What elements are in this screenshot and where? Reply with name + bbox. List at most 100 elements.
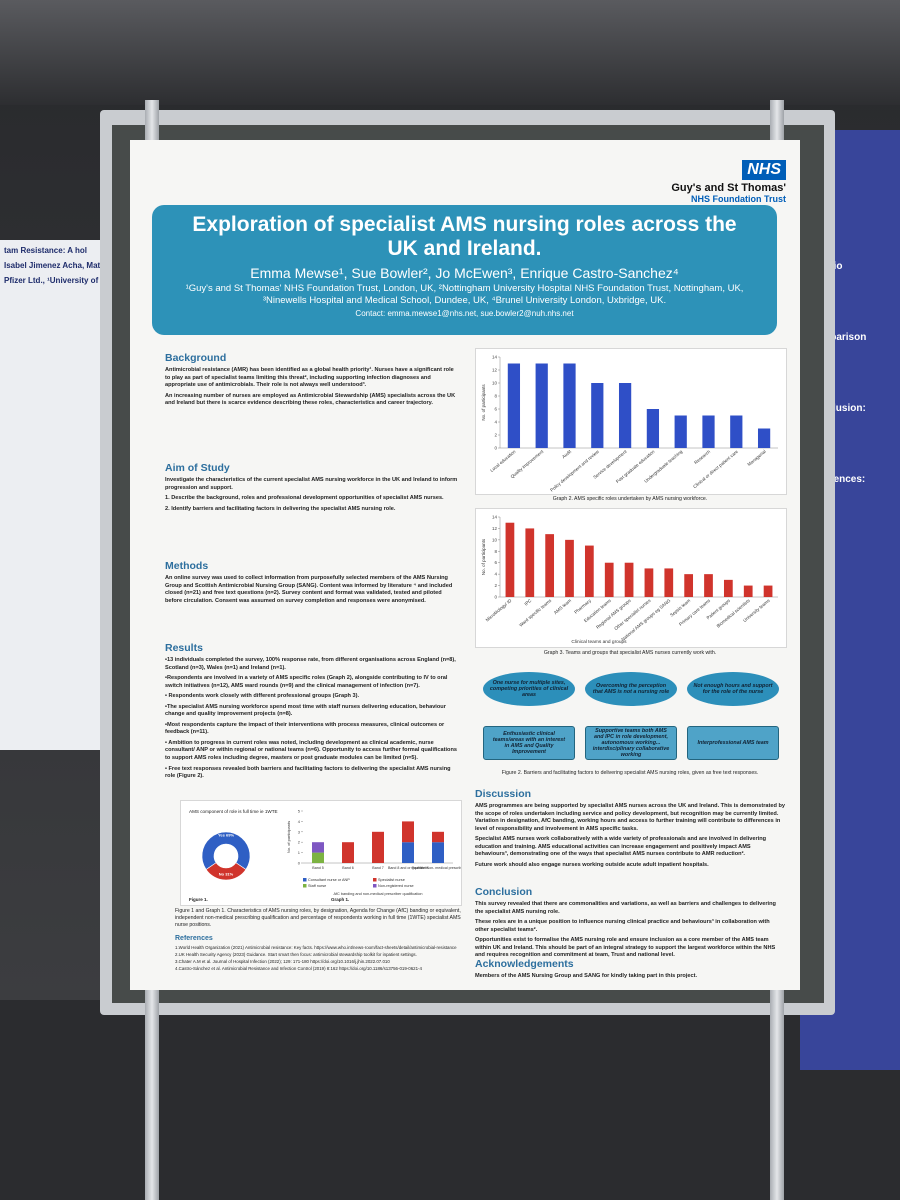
- y-tick-label: 0: [494, 595, 497, 600]
- facilitator-box: Enthusiastic clinical teams/areas with a…: [483, 726, 575, 760]
- bar: [618, 383, 632, 448]
- y-tick-label: 2: [494, 433, 497, 438]
- section: Acknowledgements Members of the AMS Nursi…: [475, 958, 785, 988]
- bar-segment: [342, 842, 354, 863]
- x-tick-label: Biomedical scientists: [716, 597, 752, 628]
- bar: [591, 383, 604, 448]
- paragraph: • Respondents work closely with differen…: [165, 693, 360, 700]
- poster: NHS Guy's and St Thomas' NHS Foundation …: [130, 140, 800, 990]
- y-axis-label: No. of participants: [481, 384, 486, 421]
- y-tick-label: 4: [494, 572, 497, 577]
- y-tick-label: 2: [298, 840, 301, 845]
- bar: [757, 428, 771, 448]
- section-heading: Methods: [165, 560, 209, 572]
- bar: [674, 415, 687, 448]
- section-heading: Background: [165, 352, 227, 364]
- x-tick-label: AMS team: [553, 598, 572, 615]
- authors: Emma Mewse¹, Sue Bowler², Jo McEwen³, En…: [250, 265, 679, 282]
- y-tick-label: 8: [494, 549, 497, 554]
- logo-mark: NHS: [742, 160, 786, 180]
- paragraph: An online survey was used to collect inf…: [165, 575, 453, 604]
- bar: [505, 522, 515, 597]
- y-tick-label: 8: [494, 394, 497, 399]
- x-tick-label: Band 8 and or equivalent: [388, 866, 428, 870]
- paragraph: An increasing number of nurses are emplo…: [165, 392, 456, 407]
- x-axis-label: Clinical teams and groups: [571, 639, 627, 645]
- bar: [604, 562, 614, 597]
- y-tick-label: 4: [494, 420, 497, 425]
- section-heading: Aim of Study: [165, 462, 230, 474]
- paragraph: Future work should also engage nurses wo…: [475, 861, 709, 868]
- slice-label: No 31%: [219, 872, 234, 877]
- nhs-logo: NHS Guy's and St Thomas' NHS Foundation …: [671, 160, 786, 204]
- section: Methods An online survey was used to coll…: [165, 560, 460, 640]
- barrier-bubble: Not enough hours and support for the rol…: [687, 672, 779, 706]
- y-tick-label: 14: [492, 355, 498, 360]
- y-axis-label: No. of participants: [481, 538, 486, 575]
- bar-segment: [402, 842, 414, 863]
- bar-chart: 0 2 4 6 8 10 12 14 No. of participants Local educ…: [481, 355, 778, 493]
- section-heading: References: [175, 935, 213, 942]
- y-tick-label: 1: [298, 850, 301, 855]
- x-tick-label: Regional AMS groups: [595, 597, 632, 629]
- bar-segment: [372, 831, 384, 863]
- legend-label: Specialist nurse: [378, 878, 405, 882]
- x-tick-label: Policy development and review: [549, 448, 600, 492]
- paragraph: •13 individuals completed the survey, 10…: [165, 657, 456, 671]
- legend-swatch: [373, 878, 377, 882]
- bar: [507, 363, 521, 448]
- paragraph: This survey revealed that there are comm…: [475, 901, 776, 915]
- neighbor-text: Pfizer Ltd., ¹University of Manchester: [4, 276, 115, 285]
- paragraph: 1. Describe the background, roles and pr…: [165, 495, 444, 502]
- logo-name: Guy's and St Thomas': [671, 182, 786, 194]
- x-tick-label: Local education: [489, 449, 517, 473]
- x-tick-label: IPC: [523, 597, 533, 606]
- graph-label: Graph 1.: [331, 897, 349, 902]
- bar: [702, 415, 715, 448]
- bar-segment: [432, 831, 444, 843]
- graph-box: 0 2 4 6 8 10 12 14 No. of participants Local educ…: [475, 348, 787, 495]
- reference: 4.Castro-Sánchez et al. Antimicrobial Re…: [175, 965, 422, 971]
- bar: [763, 585, 773, 597]
- graph-caption: Graph 2. AMS specific roles undertaken b…: [552, 496, 708, 502]
- bar: [730, 415, 743, 448]
- x-tick-label: Band 7: [372, 866, 383, 870]
- logo-trust: NHS Foundation Trust: [691, 194, 786, 204]
- reference: 2.UK Health Security Agency (2023) Guida…: [175, 951, 417, 957]
- paragraph: Investigate the characteristics of the c…: [165, 477, 458, 491]
- x-tick-label: Audit: [561, 448, 573, 459]
- y-tick-label: 12: [492, 368, 498, 373]
- bar: [525, 528, 535, 597]
- paragraph: Members of the AMS Nursing Group and SAN…: [475, 973, 698, 979]
- pie-title: AMS component of role is full time ie 1W…: [189, 809, 278, 814]
- bar: [535, 363, 548, 448]
- y-tick-label: 4: [298, 819, 301, 824]
- x-tick-label: Other specialist nurses: [613, 597, 652, 631]
- y-axis-label: No. of participants: [286, 821, 291, 853]
- floor: [0, 1000, 900, 1200]
- bar: [584, 545, 594, 597]
- bar: [743, 585, 753, 597]
- y-tick-label: 2: [494, 583, 497, 588]
- legend-label: Non-registered nurse: [378, 884, 414, 888]
- bar: [723, 579, 733, 597]
- neighbor-text: tam Resistance: A hol: [4, 246, 87, 255]
- neighbor-text: References:: [808, 474, 866, 485]
- section: Aim of Study Investigate the characterist…: [165, 462, 460, 557]
- y-tick-label: 14: [492, 515, 498, 520]
- pie-chart: AMS component of role is full time ie 1W…: [189, 809, 278, 902]
- x-axis-label: AfC banding and non-medical prescriber q…: [333, 892, 422, 896]
- section-heading: Acknowledgements: [475, 958, 574, 970]
- pie-slice: [205, 862, 247, 881]
- legend-swatch: [303, 878, 307, 882]
- y-tick-label: 6: [494, 407, 497, 412]
- legend-swatch: [373, 884, 377, 888]
- bar-segment: [312, 852, 324, 863]
- facilitator-box: Interprofessional AMS team: [687, 726, 779, 760]
- y-tick-label: 0: [298, 861, 301, 866]
- bar-segment: [402, 821, 414, 843]
- reference: 3.Chater A.M et al. Journal of Hospital …: [175, 958, 390, 964]
- y-tick-label: 3: [298, 829, 301, 834]
- neighbor-text: Conclusion:: [808, 403, 866, 414]
- paragraph: Opportunities exist to formalise the AMS…: [475, 937, 776, 958]
